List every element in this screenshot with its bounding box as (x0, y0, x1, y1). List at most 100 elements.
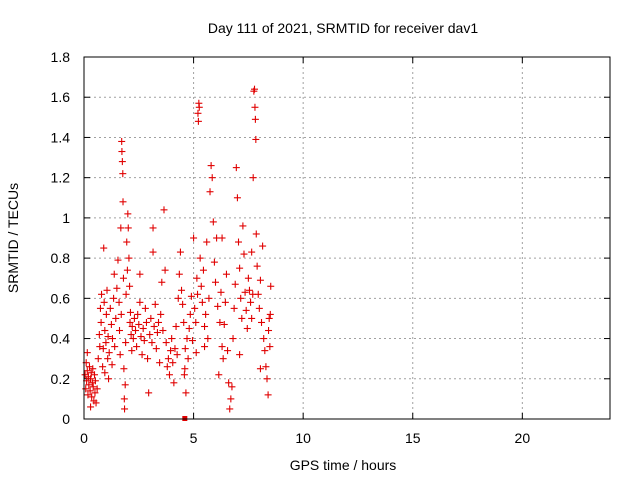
data-point (133, 343, 141, 351)
data-point (171, 345, 179, 353)
data-point (266, 310, 274, 318)
data-point (108, 335, 116, 343)
data-point (113, 284, 121, 292)
data-point (178, 286, 186, 294)
data-point (149, 224, 157, 232)
data-point (214, 302, 222, 310)
data-point (151, 300, 159, 308)
data-point (185, 325, 193, 332)
data-point (82, 385, 90, 393)
data-point (218, 234, 226, 242)
data-point (119, 274, 127, 282)
data-point (100, 298, 108, 306)
data-point (101, 327, 109, 335)
data-point (180, 371, 188, 379)
data-point (99, 363, 107, 371)
data-point (116, 351, 124, 359)
data-point (85, 381, 93, 389)
data-point (252, 230, 260, 238)
data-point (203, 238, 211, 246)
y-tick-label: 0.8 (51, 250, 71, 266)
data-point (252, 135, 260, 143)
data-point (207, 162, 215, 170)
data-point (140, 337, 148, 345)
data-point (96, 343, 104, 351)
data-point (114, 256, 122, 264)
data-point (240, 250, 248, 258)
data-point (137, 333, 145, 341)
data-point (232, 164, 240, 172)
data-point (188, 337, 196, 345)
data-point (110, 270, 118, 278)
data-point (105, 375, 113, 383)
data-point (231, 280, 239, 288)
data-point (226, 405, 234, 413)
data-point (92, 399, 100, 407)
y-tick-label: 0.2 (51, 371, 71, 387)
data-point (93, 385, 101, 393)
data-point (260, 335, 268, 343)
data-point (122, 290, 130, 298)
data-point (100, 244, 108, 252)
x-tick-label: 20 (515, 430, 531, 446)
data-point (227, 395, 235, 403)
data-point (161, 266, 169, 274)
data-point (144, 355, 152, 363)
data-point (115, 298, 123, 306)
data-point (84, 391, 92, 399)
data-point (117, 310, 125, 318)
data-point (126, 282, 134, 290)
data-point (104, 355, 112, 363)
data-point (265, 327, 273, 335)
data-point (119, 170, 127, 178)
data-point (164, 355, 172, 363)
data-point (156, 359, 164, 367)
data-point (91, 377, 99, 385)
data-point (220, 320, 228, 328)
data-point (173, 351, 181, 359)
data-point (180, 318, 188, 326)
data-point (95, 331, 103, 339)
data-point (117, 224, 125, 232)
data-point (111, 343, 119, 351)
data-point (120, 365, 128, 373)
data-point (196, 254, 204, 262)
data-point (158, 278, 166, 286)
data-point (120, 395, 128, 403)
data-point (128, 322, 136, 330)
data-point (192, 349, 200, 357)
data-point (258, 318, 266, 326)
data-point (148, 339, 156, 347)
data-point (217, 288, 225, 296)
data-point (212, 278, 219, 286)
y-tick-label: 1.4 (51, 129, 71, 145)
data-point (236, 264, 244, 272)
data-point (259, 242, 267, 250)
data-point (233, 194, 241, 202)
data-point (194, 117, 202, 125)
data-point (221, 298, 229, 306)
data-point (192, 318, 200, 326)
data-point (169, 359, 177, 367)
data-point (210, 258, 218, 266)
data-point (174, 294, 182, 302)
data-point (124, 224, 132, 232)
data-point (98, 290, 106, 298)
data-point (264, 391, 272, 399)
data-point (125, 254, 133, 262)
data-point (102, 310, 110, 318)
x-tick-label: 10 (295, 430, 311, 446)
data-point (118, 137, 126, 145)
data-point (205, 294, 213, 302)
data-point (123, 238, 131, 246)
data-point (135, 320, 143, 328)
data-point (157, 310, 165, 318)
data-point (99, 345, 107, 353)
data-point (208, 174, 216, 182)
data-point (121, 381, 129, 389)
data-point (159, 327, 167, 335)
data-point (167, 347, 175, 355)
data-point (163, 363, 171, 371)
data-point (224, 347, 232, 355)
data-points (81, 85, 275, 421)
